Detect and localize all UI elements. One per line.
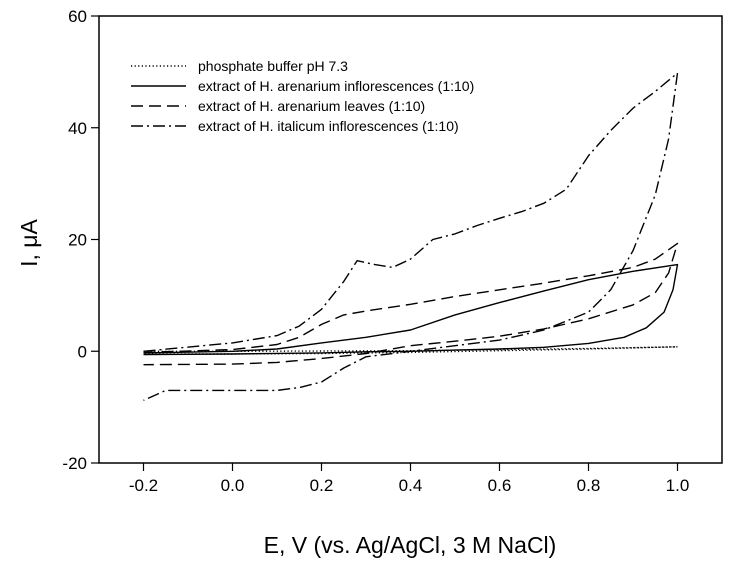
x-axis-label: E, V (vs. Ag/AgCl, 3 M NaCl) <box>264 532 557 558</box>
y-tick-label: -20 <box>62 454 87 473</box>
x-tick-label: 0.4 <box>399 476 423 495</box>
legend-label: extract of H. arenarium leaves (1:10) <box>198 98 425 114</box>
series-layer <box>143 72 679 402</box>
legend-label: phosphate buffer pH 7.3 <box>198 58 348 74</box>
series-line-2 <box>143 263 679 356</box>
series-line-3 <box>143 242 679 366</box>
y-tick-label: 20 <box>68 231 87 250</box>
y-tick-label: 40 <box>68 119 87 138</box>
x-axis-ticks: -0.2 0.0 0.2 0.4 0.6 0.8 1.0 <box>129 463 689 495</box>
x-tick-label: 0.8 <box>577 476 601 495</box>
legend-label: extract of H. italicum inflorescences (1… <box>198 118 459 134</box>
x-tick-label: 0.0 <box>221 476 245 495</box>
x-tick-label: 0.6 <box>488 476 512 495</box>
x-tick-label: -0.2 <box>129 476 158 495</box>
y-axis-label: I, μA <box>16 218 42 266</box>
series-line-4 <box>143 72 679 402</box>
y-axis-ticks: -20 0 20 40 60 <box>62 7 99 473</box>
y-tick-label: 0 <box>78 342 87 361</box>
x-tick-label: 1.0 <box>666 476 690 495</box>
legend: phosphate buffer pH 7.3 extract of H. are… <box>131 58 474 134</box>
legend-label: extract of H. arenarium inflorescences (… <box>198 78 474 94</box>
x-tick-label: 0.2 <box>310 476 334 495</box>
y-tick-label: 60 <box>68 7 87 26</box>
